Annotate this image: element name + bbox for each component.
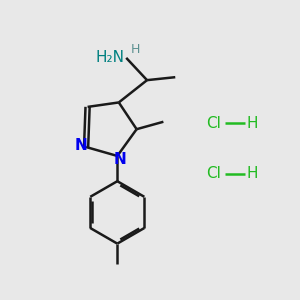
Text: N: N — [74, 138, 87, 153]
Text: H₂N: H₂N — [96, 50, 125, 65]
Text: Cl: Cl — [206, 166, 221, 181]
Text: H: H — [247, 116, 258, 131]
Text: N: N — [114, 152, 127, 167]
Text: H: H — [247, 166, 258, 181]
Text: H: H — [131, 43, 140, 56]
Text: Cl: Cl — [206, 116, 221, 131]
